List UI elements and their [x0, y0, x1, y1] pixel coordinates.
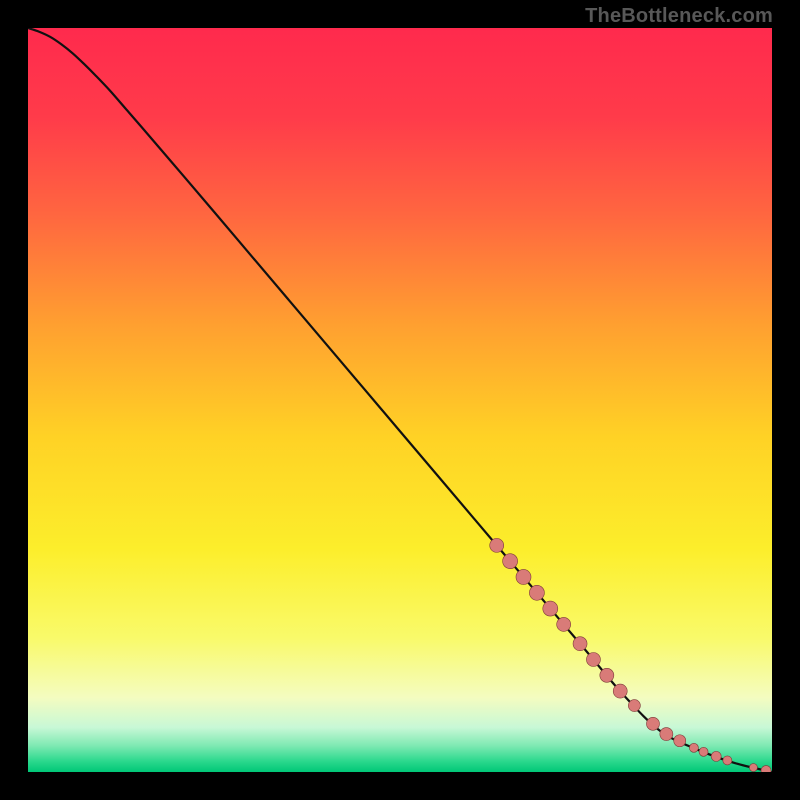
- data-marker: [516, 569, 531, 584]
- data-marker: [529, 585, 544, 600]
- data-marker: [689, 743, 698, 752]
- data-marker: [490, 538, 504, 552]
- data-marker: [674, 735, 686, 747]
- watermark-text: TheBottleneck.com: [585, 5, 773, 28]
- data-marker: [543, 601, 558, 616]
- data-marker: [749, 764, 757, 772]
- data-marker: [503, 554, 518, 569]
- bottleneck-chart: [28, 28, 772, 772]
- gradient-background: [28, 28, 772, 772]
- data-marker: [711, 751, 721, 761]
- chart-container: [28, 28, 772, 772]
- data-marker: [613, 684, 627, 698]
- data-marker: [628, 700, 640, 712]
- data-marker: [646, 717, 659, 730]
- data-marker: [600, 668, 614, 682]
- data-marker: [586, 653, 600, 667]
- data-marker: [723, 756, 732, 765]
- data-marker: [699, 747, 708, 756]
- data-marker: [557, 617, 571, 631]
- data-marker: [660, 728, 673, 741]
- data-marker: [573, 637, 587, 651]
